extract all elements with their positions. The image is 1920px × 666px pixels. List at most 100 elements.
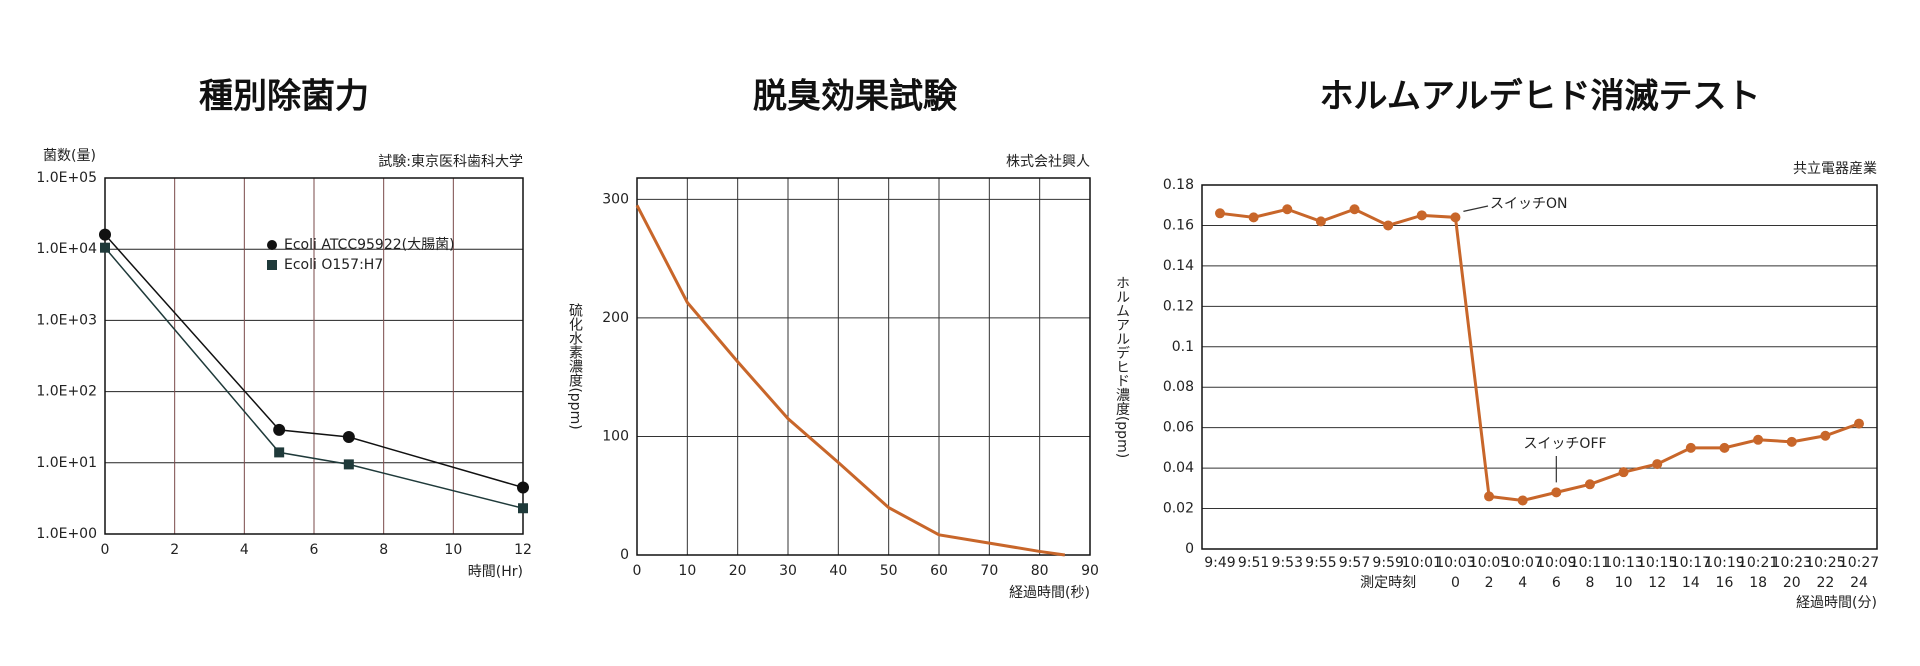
y-tick-label: 1.0E+00 bbox=[36, 526, 97, 542]
x-tick-label: 9:59 bbox=[1372, 555, 1403, 571]
x-tick-label: 10:19 bbox=[1704, 555, 1744, 571]
point bbox=[1786, 436, 1797, 447]
x-tick-label: 4 bbox=[240, 542, 249, 558]
elapsed-tick-label: 10 bbox=[1615, 575, 1633, 591]
chart-title: 種別除菌力 bbox=[199, 77, 369, 117]
point bbox=[1854, 418, 1864, 429]
elapsed-tick-label: 4 bbox=[1518, 575, 1527, 591]
chart-title: ホルムアルデヒド消滅テスト bbox=[1320, 77, 1761, 117]
annotation: スイッチON bbox=[1490, 196, 1568, 212]
legend-marker bbox=[267, 240, 277, 250]
x-tick-label: 40 bbox=[829, 563, 847, 579]
elapsed-tick-label: 24 bbox=[1850, 575, 1868, 591]
elapsed-tick-label: 0 bbox=[1451, 575, 1460, 591]
x-tick-label: 10:07 bbox=[1503, 555, 1543, 571]
point bbox=[1517, 495, 1528, 506]
point bbox=[1416, 210, 1427, 221]
x-tick-label: 9:53 bbox=[1272, 555, 1303, 571]
x-tick-label: 10:15 bbox=[1637, 555, 1677, 571]
x-tick-label: 9:49 bbox=[1204, 555, 1235, 571]
legend-label: Ecoli O157:H7 bbox=[284, 257, 383, 273]
elapsed-tick-label: 20 bbox=[1783, 575, 1801, 591]
point bbox=[518, 503, 528, 514]
x-tick-label: 10:01 bbox=[1402, 555, 1442, 571]
x-tick-label: 8 bbox=[379, 542, 388, 558]
point bbox=[1820, 430, 1831, 441]
point bbox=[100, 242, 110, 253]
x-tick-label: 90 bbox=[1081, 563, 1099, 579]
point bbox=[517, 481, 529, 494]
legend-marker bbox=[267, 260, 277, 270]
point bbox=[1618, 467, 1629, 478]
series-line bbox=[635, 204, 1066, 557]
point bbox=[274, 447, 285, 458]
y-tick-label: 1.0E+04 bbox=[36, 241, 97, 257]
x-tick-label: 10:23 bbox=[1772, 555, 1812, 571]
annotation: スイッチOFF bbox=[1523, 436, 1606, 452]
x-tick-label: 9:57 bbox=[1339, 555, 1370, 571]
y-tick-label: 0.16 bbox=[1163, 217, 1194, 233]
y-tick-label: 200 bbox=[602, 310, 629, 326]
annotation: 株式会社興人 bbox=[1006, 154, 1090, 170]
y-tick-label: 0.14 bbox=[1163, 258, 1194, 274]
x-axis-label: 時間(Hr) bbox=[468, 564, 523, 580]
x-tick-label: 10 bbox=[444, 542, 462, 558]
point bbox=[343, 459, 354, 470]
x-tick-label: 10:13 bbox=[1603, 555, 1643, 571]
x-tick-label: 10:11 bbox=[1570, 555, 1610, 571]
point bbox=[1215, 208, 1225, 219]
point bbox=[1450, 212, 1461, 223]
point bbox=[1383, 220, 1394, 231]
y-tick-label: 100 bbox=[602, 428, 629, 444]
y-axis-label: 硫化水素濃度(ppm) bbox=[567, 303, 583, 429]
elapsed-tick-label: 14 bbox=[1682, 575, 1700, 591]
elapsed-tick-label: 6 bbox=[1552, 575, 1561, 591]
y-tick-label: 1.0E+01 bbox=[36, 455, 97, 471]
x-tick-label: 6 bbox=[310, 542, 319, 558]
legend-label: Ecoli ATCC95922(大腸菌) bbox=[284, 237, 455, 253]
x-tick-label: 10:25 bbox=[1805, 555, 1845, 571]
x-tick-label: 10:03 bbox=[1435, 555, 1475, 571]
x-tick-label: 60 bbox=[930, 563, 948, 579]
y-tick-label: 0.12 bbox=[1163, 298, 1194, 314]
point bbox=[99, 228, 111, 241]
x-tick-label: 9:55 bbox=[1305, 555, 1336, 571]
elapsed-tick-label: 8 bbox=[1585, 575, 1594, 591]
x-axis-label: 経過時間(分) bbox=[1796, 595, 1877, 611]
elapsed-tick-label: 2 bbox=[1485, 575, 1494, 591]
x-tick-label: 50 bbox=[880, 563, 898, 579]
x-tick-label: 10 bbox=[678, 563, 696, 579]
annotation: 共立電器産業 bbox=[1793, 161, 1877, 177]
point bbox=[1349, 204, 1360, 215]
y-axis-label: 菌数(量) bbox=[43, 148, 96, 164]
annotation: 試験:東京医科歯科大学 bbox=[378, 154, 523, 170]
y-tick-label: 1.0E+02 bbox=[36, 384, 97, 400]
x-tick-label: 10:21 bbox=[1738, 555, 1778, 571]
arrow bbox=[1463, 205, 1489, 212]
plot-frame bbox=[636, 177, 1091, 556]
point bbox=[1282, 204, 1293, 215]
point bbox=[1551, 487, 1562, 498]
point bbox=[1584, 479, 1595, 490]
x-tick-label: 10:27 bbox=[1839, 555, 1879, 571]
y-tick-label: 0 bbox=[1185, 541, 1194, 557]
x-tick-label: 9:51 bbox=[1238, 555, 1269, 571]
x-axis-label: 経過時間(秒) bbox=[1009, 585, 1090, 601]
y-tick-label: 0.1 bbox=[1172, 339, 1194, 355]
y-tick-label: 1.0E+05 bbox=[36, 170, 97, 186]
plot-frame bbox=[1201, 184, 1878, 550]
x-tick-label: 70 bbox=[980, 563, 998, 579]
elapsed-tick-label: 12 bbox=[1648, 575, 1666, 591]
series-line bbox=[104, 247, 524, 509]
x-tick-label: 0 bbox=[633, 563, 642, 579]
x-tick-label: 12 bbox=[514, 542, 532, 558]
y-tick-label: 0.02 bbox=[1163, 501, 1194, 517]
elapsed-tick-label: 22 bbox=[1816, 575, 1834, 591]
x-tick-label: 10:17 bbox=[1671, 555, 1711, 571]
x-tick-label: 30 bbox=[779, 563, 797, 579]
y-axis-label: ホルムアルデヒド濃度(ppm) bbox=[1114, 276, 1130, 458]
plot-frame bbox=[104, 177, 524, 535]
y-tick-label: 0.04 bbox=[1163, 460, 1194, 476]
